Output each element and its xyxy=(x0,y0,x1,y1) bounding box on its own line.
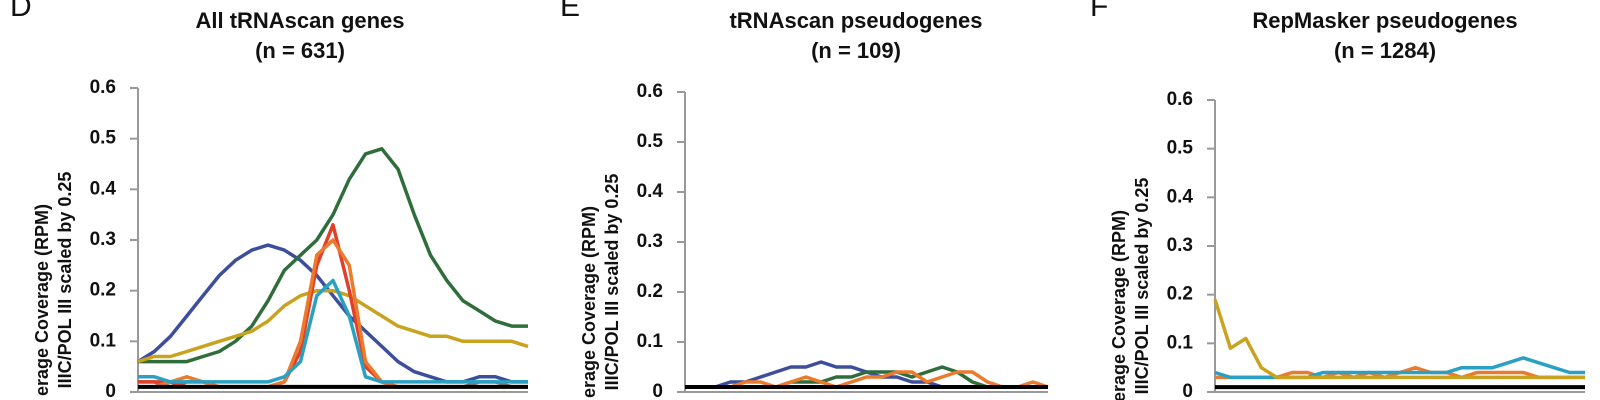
panel-label: D xyxy=(10,0,32,23)
y-tick-label: 0.6 xyxy=(637,81,663,102)
chart-title: tRNAscan pseudogenes xyxy=(729,8,982,33)
y-axis-label: erage Coverage (RPM) xyxy=(1109,210,1129,400)
series-line xyxy=(1213,298,1585,380)
y-axis-label-2: IIIC/POL III scaled by 0.25 xyxy=(1132,178,1152,395)
series-line xyxy=(685,370,1049,389)
chart-title: All tRNAscan genes xyxy=(195,8,404,33)
chart-subtitle: (n = 631) xyxy=(255,38,345,63)
y-tick-label: 0.1 xyxy=(637,331,664,352)
y-tick-label: 0.3 xyxy=(637,231,663,252)
y-tick-label: 0.4 xyxy=(637,181,664,202)
panel-label: E xyxy=(560,0,580,23)
y-tick-label: 0 xyxy=(105,381,116,400)
y-axis-label-2: IIIC/POL III scaled by 0.25 xyxy=(55,172,75,389)
series-line xyxy=(138,278,528,384)
y-tick-label: 0.2 xyxy=(637,281,663,302)
chart-title: RepMasker pseudogenes xyxy=(1252,8,1517,33)
y-axis-label-2: IIIC/POL III scaled by 0.25 xyxy=(602,174,622,391)
y-tick-label: 0.2 xyxy=(1167,284,1193,305)
y-tick-label: 0.5 xyxy=(90,128,117,149)
y-tick-label: 0.3 xyxy=(1167,235,1193,256)
chart-subtitle: (n = 109) xyxy=(811,38,901,63)
y-tick-label: 0.5 xyxy=(637,131,664,152)
y-tick-label: 0.1 xyxy=(90,330,117,351)
series-line xyxy=(137,288,529,364)
series-line xyxy=(138,238,528,389)
y-tick-label: 0.5 xyxy=(1167,138,1194,159)
series-line xyxy=(138,147,528,364)
y-tick-label: 0.4 xyxy=(1167,186,1194,207)
y-tick-label: 0.1 xyxy=(1167,332,1194,353)
y-tick-label: 0.6 xyxy=(90,77,116,98)
series-line xyxy=(137,243,528,384)
y-axis-label: erage Coverage (RPM) xyxy=(579,206,599,398)
y-tick-label: 0 xyxy=(1182,381,1193,400)
y-axis-label: erage Coverage (RPM) xyxy=(32,204,52,396)
panel-label: F xyxy=(1090,0,1108,23)
y-tick-label: 0.3 xyxy=(90,229,116,250)
chart-subtitle: (n = 1284) xyxy=(1334,38,1436,63)
y-tick-label: 0.4 xyxy=(90,178,117,199)
y-tick-label: 0 xyxy=(652,381,663,400)
y-tick-label: 0.2 xyxy=(90,280,116,301)
y-tick-label: 0.6 xyxy=(1167,89,1193,110)
